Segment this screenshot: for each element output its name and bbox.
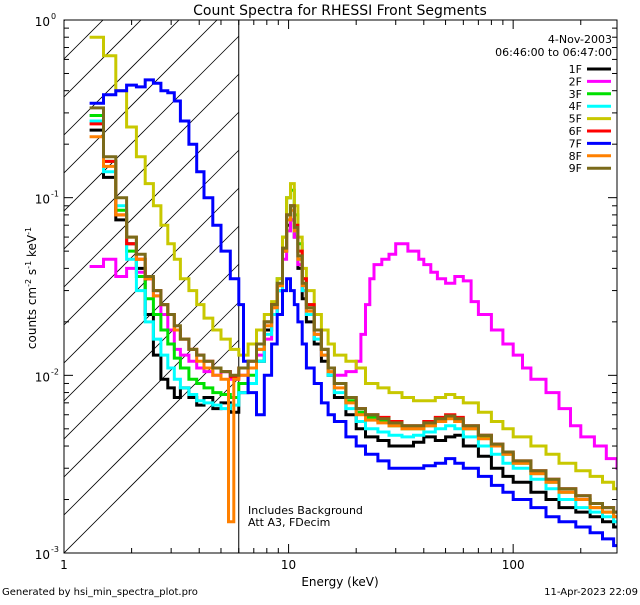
plot-frame xyxy=(63,19,618,554)
legend-label-2f: 2F xyxy=(569,75,582,88)
hatch-line xyxy=(64,20,142,98)
legend-label-8f: 8F xyxy=(569,150,582,163)
hatch-line xyxy=(64,73,240,250)
annotation-background: Includes Background xyxy=(248,504,363,517)
axis-ticks xyxy=(63,19,617,554)
hatch-line xyxy=(64,20,218,174)
hatch-line xyxy=(64,20,104,60)
y-tick-label: 10 xyxy=(35,193,50,207)
hatch-line xyxy=(64,35,240,212)
footer-generated-by: Generated by hsi_min_spectra_plot.pro xyxy=(2,587,198,598)
legend-label-3f: 3F xyxy=(569,88,582,101)
footer-timestamp: 11-Apr-2023 22:09 xyxy=(544,587,638,598)
hatch-line xyxy=(64,377,240,553)
series-9f-line xyxy=(89,106,617,514)
series-4f-line xyxy=(89,119,617,524)
x-tick-label: 100 xyxy=(502,558,525,572)
y-tick-label-exponent: -1 xyxy=(51,190,59,199)
legend-label-7f: 7F xyxy=(569,137,582,150)
y-axis-label: counts cm-2 s-1 keV-1 xyxy=(24,227,39,349)
legend-label-4f: 4F xyxy=(569,100,582,113)
y-tick-label-exponent: -2 xyxy=(51,367,59,376)
series-layer xyxy=(89,35,617,548)
x-tick-labels: 1 10 100 xyxy=(60,558,524,572)
hatch-line xyxy=(64,20,180,136)
x-tick-label: 10 xyxy=(281,558,296,572)
annotation-attenuator: Att A3, FDecim xyxy=(248,516,330,529)
y-tick-label: 10 xyxy=(35,548,50,562)
series-3f-line xyxy=(89,114,617,519)
chart-title: Count Spectra for RHESSI Front Segments xyxy=(193,3,487,19)
legend-label-9f: 9F xyxy=(569,162,582,175)
hatch-line xyxy=(64,301,240,478)
y-tick-label: 10 xyxy=(35,15,50,29)
x-tick-label: 1 xyxy=(60,558,68,572)
legend-label-1f: 1F xyxy=(569,63,582,76)
legend-label-6f: 6F xyxy=(569,125,582,138)
x-axis-label: Energy (keV) xyxy=(301,575,378,589)
hatch-line xyxy=(64,111,240,288)
legend-label-5f: 5F xyxy=(569,113,582,126)
series-1f-line xyxy=(89,128,617,529)
y-tick-label: 10 xyxy=(35,370,50,384)
hatch-line xyxy=(64,149,240,326)
y-tick-label-exponent: -3 xyxy=(51,545,59,554)
y-tick-label-exponent: 0 xyxy=(51,12,56,21)
series-7f-line xyxy=(89,78,617,548)
legend-date: 4-Nov-2003 xyxy=(548,33,612,46)
hatch-line xyxy=(64,263,240,440)
legend-time-range: 06:46:00 to 06:47:00 xyxy=(495,46,612,59)
